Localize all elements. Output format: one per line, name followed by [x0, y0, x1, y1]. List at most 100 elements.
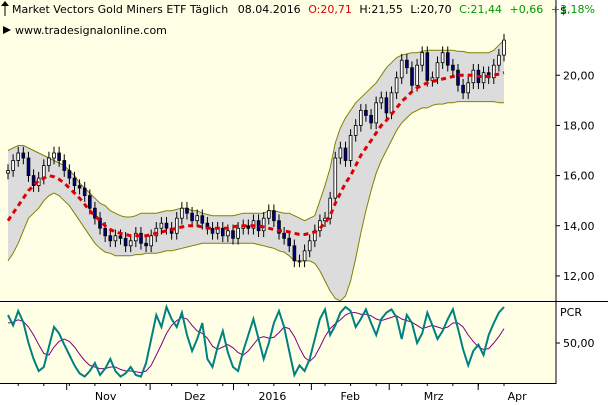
candle-body: [282, 232, 286, 239]
candle-body: [297, 260, 302, 263]
candle: [77, 179, 82, 195]
candle-body: [118, 235, 123, 239]
candle: [399, 53, 404, 85]
y-tick-label: 18,00: [563, 119, 595, 132]
candle-body: [364, 110, 368, 116]
candle: [21, 146, 26, 165]
candle-body: [226, 230, 230, 237]
y-tick-label: 16,00: [563, 170, 595, 183]
candle-body: [62, 160, 67, 171]
candle: [272, 204, 276, 228]
candle-body: [461, 84, 465, 94]
x-tick-label: Mrz: [424, 390, 444, 403]
candle: [11, 154, 15, 177]
candle-body: [31, 175, 36, 187]
candle-body: [26, 157, 31, 177]
candle: [292, 239, 297, 268]
candle-body: [338, 147, 343, 159]
candle-body: [103, 227, 108, 237]
candle-body: [236, 227, 240, 239]
candle-body: [399, 59, 404, 79]
candle: [195, 209, 200, 228]
candle-body: [11, 160, 15, 171]
candle-body: [88, 195, 92, 209]
x-tick-label: Dez: [184, 390, 205, 403]
header-change-pct: +3,18%: [551, 3, 595, 16]
pcr-line: [7, 303, 505, 378]
x-axis: Nov Dez 2016 Feb Mrz Apr: [17, 383, 528, 403]
source-arrow-icon: [3, 26, 11, 34]
candle: [82, 181, 87, 202]
candle-body: [190, 212, 194, 222]
x-tick-label: Feb: [341, 390, 360, 403]
header-arrow-icon: [1, 1, 9, 16]
candle: [410, 61, 414, 92]
candle: [277, 214, 281, 240]
candle: [338, 141, 343, 165]
candle-body: [425, 52, 430, 81]
candle: [220, 221, 225, 243]
candle: [369, 109, 373, 130]
pcr-y-tick-label: 50,00: [563, 337, 595, 350]
candle-body: [307, 240, 312, 252]
header-line: Market Vectors Gold Miners ETF Täglich 0…: [12, 3, 595, 16]
candle-body: [98, 217, 102, 229]
candle-body: [144, 242, 148, 247]
candle-body: [328, 197, 332, 219]
candle: [481, 66, 486, 90]
candle: [174, 211, 179, 240]
candle-body: [231, 230, 235, 239]
candle: [297, 254, 302, 268]
candle-body: [394, 77, 399, 94]
candle-body: [481, 72, 486, 84]
candle-body: [108, 235, 113, 242]
candle: [266, 204, 271, 225]
candle-body: [435, 62, 440, 79]
x-tick-label: Nov: [95, 390, 117, 403]
candle-body: [343, 147, 348, 161]
candle-body: [451, 64, 455, 71]
header-high: H:21,55: [359, 3, 402, 16]
candle: [47, 151, 51, 172]
candle-body: [502, 39, 506, 56]
candle: [113, 229, 118, 248]
pcr-signal-line: [7, 312, 505, 374]
candle-body: [220, 227, 225, 237]
candle: [6, 164, 10, 180]
candle: [425, 46, 430, 87]
candle: [451, 58, 455, 77]
candle: [246, 219, 251, 235]
x-tick-label: Apr: [508, 390, 528, 403]
candle-body: [491, 64, 496, 79]
bollinger-upper-line: [7, 39, 505, 222]
x-tick-label: 2016: [258, 390, 286, 403]
candle-body: [287, 237, 291, 247]
candle-body: [195, 215, 200, 222]
candle-body: [497, 54, 501, 66]
candle: [26, 151, 31, 182]
candle-body: [6, 170, 10, 174]
candle-body: [246, 225, 251, 229]
candle-body: [21, 152, 26, 159]
candle: [364, 104, 368, 122]
candle-body: [261, 217, 266, 232]
candle-body: [57, 152, 61, 161]
header-close: C:21,44: [459, 3, 502, 16]
candle: [159, 216, 164, 235]
candle: [31, 169, 36, 192]
candle-body: [164, 222, 169, 229]
candle-body: [72, 177, 77, 187]
candle-body: [369, 115, 373, 124]
header-date: 08.04.2016: [238, 3, 301, 16]
candle: [302, 244, 307, 268]
price-unit-label: $: [560, 4, 567, 17]
candle-body: [210, 227, 215, 234]
candle: [144, 237, 148, 253]
candle-body: [384, 97, 389, 114]
candle-body: [128, 240, 133, 247]
candle-body: [353, 125, 358, 136]
candle: [502, 33, 506, 62]
candle: [57, 146, 61, 167]
candle: [185, 201, 189, 220]
candle-body: [415, 64, 419, 86]
